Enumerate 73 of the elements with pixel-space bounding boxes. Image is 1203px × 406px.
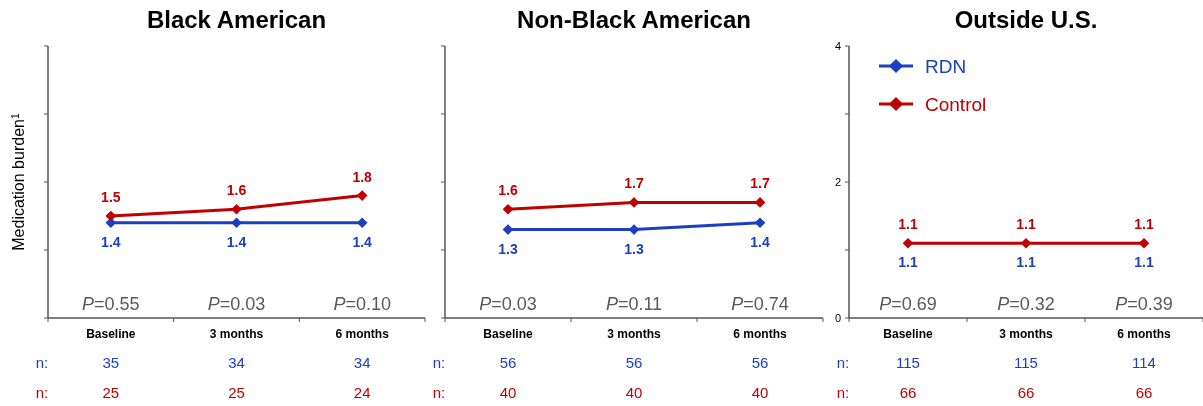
y-tick-label: 2 bbox=[834, 175, 841, 188]
chart-title: Non-Black American bbox=[517, 6, 751, 33]
text: 40 bbox=[499, 384, 517, 401]
data-label: 1.1 bbox=[898, 216, 918, 233]
text: 115 bbox=[1014, 354, 1038, 371]
x-tick-label: Baseline bbox=[883, 327, 934, 341]
data-label: 1.4 bbox=[226, 233, 247, 250]
data-label: 1.3 bbox=[498, 240, 518, 257]
text: 25 bbox=[228, 384, 245, 401]
y-tick-label: 0 bbox=[834, 311, 841, 324]
text: 66 bbox=[899, 384, 917, 401]
annotation: P=0.55 bbox=[82, 294, 140, 314]
text: 40 bbox=[751, 384, 769, 401]
chart-title: Black American bbox=[146, 6, 327, 33]
annotation: P=0.10 bbox=[333, 294, 391, 314]
annotation: P=0.69 bbox=[879, 294, 937, 314]
data-label: 1.3 bbox=[624, 240, 644, 257]
x-tick-label: 6 months bbox=[1117, 327, 1171, 341]
data-label: 1.4 bbox=[750, 233, 770, 250]
x-tick-label: 3 months bbox=[209, 327, 264, 341]
text: 34 bbox=[228, 354, 245, 371]
text: 66 bbox=[1017, 384, 1035, 401]
chart-title: Outside U.S. bbox=[954, 6, 1098, 33]
text: 1.1 bbox=[898, 254, 918, 271]
point bbox=[502, 203, 514, 215]
text: 56 bbox=[751, 354, 769, 371]
x-tick-label: 3 months bbox=[999, 327, 1053, 341]
data-label: 1.8 bbox=[352, 168, 373, 185]
x-tick-label: Baseline bbox=[483, 327, 534, 341]
annotation: P=0.32 bbox=[997, 294, 1055, 314]
annotation: P=0.11 bbox=[605, 294, 663, 314]
text: 35 bbox=[102, 354, 120, 371]
data-label: 1.6 bbox=[498, 182, 518, 199]
x-tick-label: 3 months bbox=[607, 327, 661, 341]
point bbox=[754, 217, 766, 229]
text: 66 bbox=[1135, 384, 1153, 401]
text: 1.1 bbox=[1134, 254, 1154, 271]
x-tick-label: Baseline bbox=[86, 327, 136, 341]
text: 1.1 bbox=[1016, 254, 1036, 271]
text: 24 bbox=[353, 384, 371, 401]
data-label: 1.4 bbox=[101, 233, 121, 250]
legend-label: RDN bbox=[925, 55, 967, 77]
annotation: P=0.03 bbox=[479, 294, 537, 314]
data-label: 1.1 bbox=[1016, 216, 1036, 233]
y-tick-label: 4 bbox=[834, 39, 841, 52]
point bbox=[231, 203, 242, 215]
text: 40 bbox=[625, 384, 643, 401]
text: 56 bbox=[499, 354, 517, 371]
data-label: 1.7 bbox=[750, 175, 770, 192]
annotation: P=0.03 bbox=[207, 294, 266, 314]
annotation: P=0.74 bbox=[731, 294, 789, 314]
text: 56 bbox=[625, 354, 643, 371]
data-label: 1.6 bbox=[226, 182, 247, 199]
text: n: bbox=[432, 384, 446, 401]
x-tick-label: 6 months bbox=[335, 327, 390, 341]
data-label: 1.4 bbox=[352, 233, 373, 250]
point bbox=[356, 190, 368, 201]
text: n: bbox=[35, 384, 49, 401]
data-label: 1.5 bbox=[101, 189, 121, 205]
legend-label: Control bbox=[925, 93, 987, 115]
text: n: bbox=[836, 384, 850, 401]
data-label: 1.7 bbox=[624, 175, 644, 192]
text: 114 bbox=[1132, 354, 1156, 371]
text: n: bbox=[35, 354, 49, 371]
data-label: 1.1 bbox=[1134, 216, 1154, 233]
text: 115 bbox=[896, 354, 920, 371]
x-tick-label: 6 months bbox=[733, 327, 787, 341]
text: n: bbox=[432, 354, 446, 371]
text: n: bbox=[836, 354, 850, 371]
point bbox=[231, 217, 242, 229]
text: 34 bbox=[353, 354, 371, 371]
text: 25 bbox=[102, 384, 120, 401]
annotation: P=0.39 bbox=[1115, 294, 1173, 314]
